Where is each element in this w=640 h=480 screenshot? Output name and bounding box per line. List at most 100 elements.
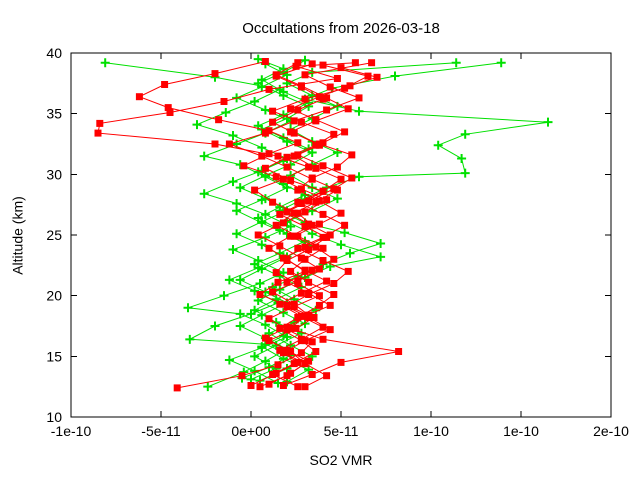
data-point-marker [250,286,260,296]
data-point-marker [315,141,323,149]
data-point-marker [271,317,281,327]
data-point-marker [297,335,305,343]
data-point-marker [312,116,320,124]
data-point-marker [305,246,313,254]
data-point-marker [228,177,238,187]
data-point-marker [260,320,270,330]
data-point-marker [330,280,338,287]
data-point-marker [301,337,309,345]
data-point-marker [287,176,295,184]
data-point-marker [308,266,316,274]
data-point-marker [390,71,400,81]
data-point-marker [276,242,284,250]
data-point-marker [346,82,354,90]
data-point-marker [240,162,248,170]
x-tick-label: 5e-11 [324,423,359,439]
data-point-marker [323,277,331,285]
data-point-marker [294,358,302,366]
data-point-marker [257,75,267,85]
data-point-marker [261,129,269,137]
data-point-marker [183,303,193,313]
data-point-marker [330,255,338,263]
data-point-marker [185,334,195,344]
data-point-marker [312,141,320,149]
data-point-marker [304,365,314,375]
data-point-marker [305,197,313,205]
data-point-marker [294,383,302,391]
data-point-marker [301,95,309,103]
data-point-marker [192,120,202,130]
data-point-marker [161,81,169,88]
data-point-marker [310,314,318,321]
data-point-marker [287,105,295,113]
data-point-marker [238,372,246,380]
data-point-marker [269,118,277,126]
data-point-marker [355,94,363,102]
data-point-marker [333,75,341,82]
data-point-marker [290,152,298,160]
data-point-marker [235,275,245,285]
data-point-marker [315,265,323,273]
data-point-marker [283,153,291,161]
data-point-marker [319,323,327,331]
data-point-marker [337,175,345,183]
data-point-marker [315,292,323,300]
data-point-marker [319,95,327,103]
data-point-marker [283,303,291,311]
data-point-marker [224,355,234,365]
data-point-marker [301,223,309,230]
data-point-marker [290,129,298,137]
data-point-marker [301,243,309,251]
data-point-marker [275,285,285,295]
data-point-marker [257,240,267,250]
data-point-marker [294,59,302,67]
data-point-marker [323,372,331,380]
data-point-marker [210,321,220,331]
data-point-marker [265,127,273,135]
data-point-marker [278,87,288,97]
data-point-marker [257,143,267,153]
data-point-marker [294,139,302,147]
data-point-marker [496,58,506,68]
data-point-marker [276,210,284,218]
data-point-marker [330,291,338,298]
data-point-marker [290,209,298,217]
data-point-marker [305,278,313,286]
data-point-marker [250,97,260,107]
y-tick-label: 25 [46,227,62,243]
data-point-marker [287,267,295,275]
data-point-marker [255,279,265,289]
data-point-marker [337,358,345,366]
data-point-marker [319,139,327,147]
data-point-marker [274,361,282,369]
data-point-marker [344,105,352,113]
data-point-marker [319,335,327,343]
data-point-marker [199,151,209,161]
data-point-marker [301,71,309,79]
data-point-marker [247,382,255,389]
data-point-marker [257,310,267,320]
data-point-marker [300,319,310,329]
data-point-marker [287,324,295,332]
data-point-marker [224,275,234,285]
data-point-marker [297,254,305,262]
data-point-marker [308,338,316,346]
data-point-marker [376,238,386,248]
data-point-marker [294,198,302,206]
data-point-marker [332,194,342,204]
data-point-marker [257,195,267,205]
data-point-marker [253,213,263,223]
y-tick-label: 35 [46,106,62,122]
data-point-marker [373,73,381,81]
data-point-marker [341,128,349,136]
data-point-marker [312,243,320,251]
data-point-marker [451,58,461,68]
x-tick-label: -1e-10 [51,423,92,439]
x-tick-label: 1e-10 [503,423,539,439]
data-point-marker [135,93,143,101]
data-point-marker [272,221,280,229]
data-point-marker [307,90,317,100]
data-point-marker [326,326,334,334]
data-point-marker [301,312,309,320]
data-point-marker [326,301,334,309]
